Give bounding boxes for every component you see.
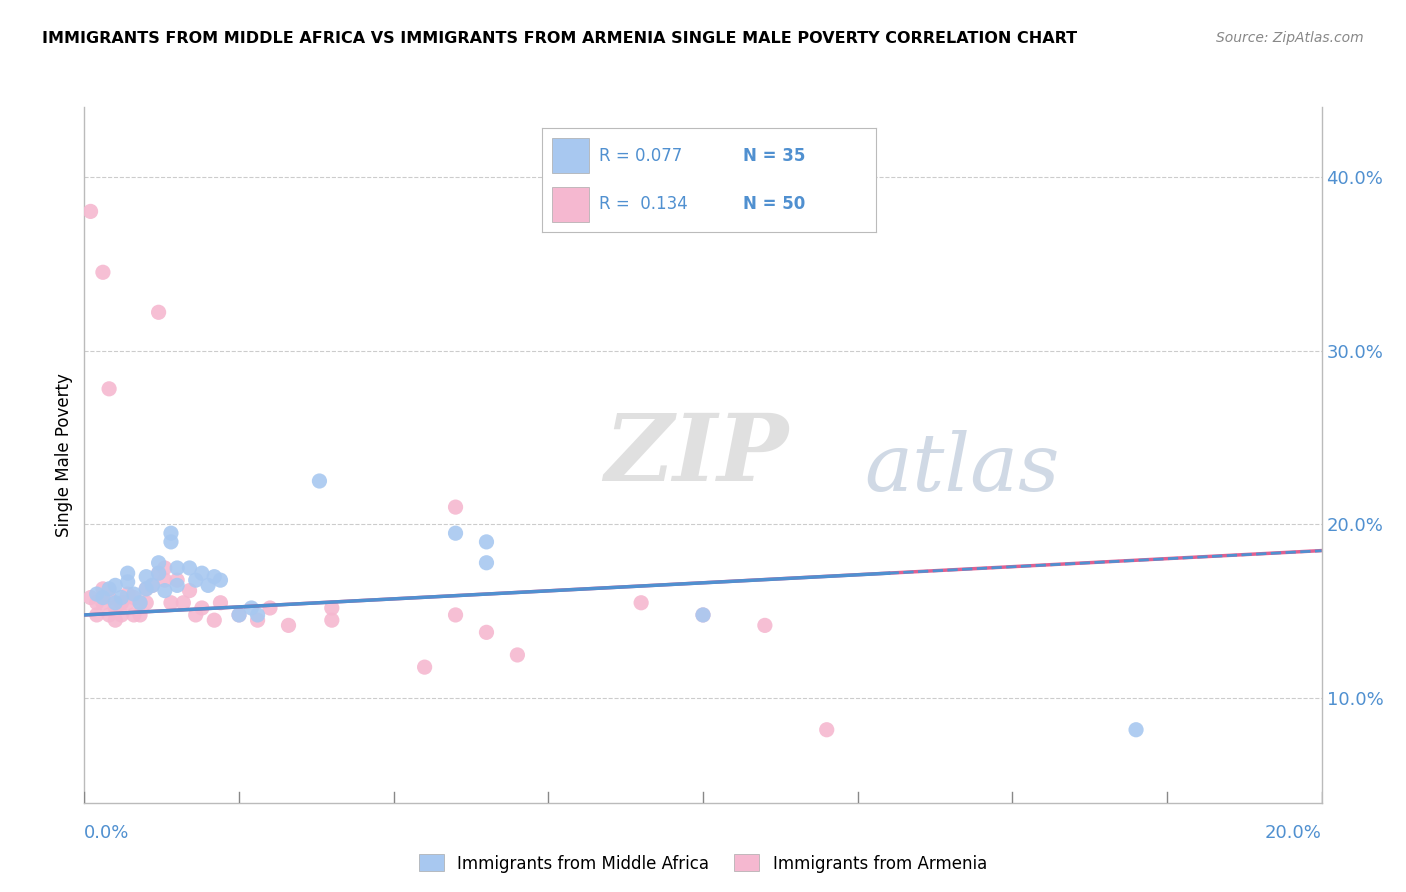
Point xyxy=(166,573,188,587)
Point xyxy=(122,591,145,605)
Point xyxy=(98,607,121,622)
Point xyxy=(110,596,132,610)
Point xyxy=(321,613,343,627)
Text: 0.0%: 0.0% xyxy=(84,823,129,842)
Point xyxy=(135,596,157,610)
Point xyxy=(148,566,170,581)
Point xyxy=(815,723,838,737)
Point xyxy=(86,587,108,601)
Point xyxy=(148,305,170,319)
Point xyxy=(160,526,183,541)
Point xyxy=(160,596,183,610)
Point xyxy=(135,582,157,596)
Point xyxy=(197,578,219,592)
Point xyxy=(1125,723,1147,737)
Point xyxy=(91,582,114,596)
Point xyxy=(148,566,170,581)
Point xyxy=(91,591,114,605)
Point xyxy=(179,583,201,598)
Point xyxy=(209,596,232,610)
Point xyxy=(228,607,250,622)
Legend: Immigrants from Middle Africa, Immigrants from Armenia: Immigrants from Middle Africa, Immigrant… xyxy=(412,847,994,880)
Point xyxy=(191,601,214,615)
Point xyxy=(202,613,225,627)
Point xyxy=(117,587,139,601)
Point xyxy=(91,596,114,610)
Point xyxy=(117,566,139,581)
Point xyxy=(98,382,121,396)
Point xyxy=(91,265,114,279)
Point xyxy=(122,607,145,622)
Point xyxy=(148,556,170,570)
Point xyxy=(475,625,498,640)
Point xyxy=(153,583,176,598)
Point xyxy=(160,534,183,549)
Point xyxy=(86,596,108,610)
Point xyxy=(166,561,188,575)
Point xyxy=(129,596,152,610)
Text: 20.0%: 20.0% xyxy=(1265,823,1322,842)
Point xyxy=(240,601,263,615)
Point xyxy=(122,587,145,601)
Point xyxy=(308,474,330,488)
Y-axis label: Single Male Poverty: Single Male Poverty xyxy=(55,373,73,537)
Point xyxy=(141,578,163,592)
Text: IMMIGRANTS FROM MIDDLE AFRICA VS IMMIGRANTS FROM ARMENIA SINGLE MALE POVERTY COR: IMMIGRANTS FROM MIDDLE AFRICA VS IMMIGRA… xyxy=(42,31,1077,46)
Point xyxy=(110,591,132,605)
Text: ZIP: ZIP xyxy=(605,410,789,500)
Point xyxy=(692,607,714,622)
Point xyxy=(209,573,232,587)
Text: atlas: atlas xyxy=(863,430,1059,508)
Point xyxy=(692,607,714,622)
Point xyxy=(444,607,467,622)
Point xyxy=(153,573,176,587)
Point xyxy=(475,556,498,570)
Point xyxy=(98,582,121,596)
Point xyxy=(135,570,157,584)
Point xyxy=(444,500,467,514)
Point xyxy=(129,596,152,610)
Point xyxy=(98,591,121,605)
Point xyxy=(79,204,101,219)
Point xyxy=(166,578,188,592)
Point xyxy=(79,591,101,605)
Point xyxy=(259,601,281,615)
Point xyxy=(153,561,176,575)
Point xyxy=(475,534,498,549)
Point xyxy=(117,574,139,589)
Point xyxy=(104,596,127,610)
Point xyxy=(202,570,225,584)
Point xyxy=(228,607,250,622)
Point xyxy=(321,601,343,615)
Point xyxy=(246,613,269,627)
Point xyxy=(104,601,127,615)
Point xyxy=(135,582,157,596)
Point xyxy=(191,566,214,581)
Point xyxy=(413,660,436,674)
Point xyxy=(86,607,108,622)
Point xyxy=(141,578,163,592)
Point xyxy=(444,526,467,541)
Point xyxy=(184,607,207,622)
Text: Source: ZipAtlas.com: Source: ZipAtlas.com xyxy=(1216,31,1364,45)
Point xyxy=(129,607,152,622)
Point xyxy=(172,596,194,610)
Point xyxy=(754,618,776,632)
Point xyxy=(277,618,299,632)
Point xyxy=(506,648,529,662)
Point xyxy=(179,561,201,575)
Point xyxy=(630,596,652,610)
Point xyxy=(184,573,207,587)
Point xyxy=(104,613,127,627)
Point xyxy=(246,607,269,622)
Point xyxy=(104,578,127,592)
Point xyxy=(110,607,132,622)
Point xyxy=(117,596,139,610)
